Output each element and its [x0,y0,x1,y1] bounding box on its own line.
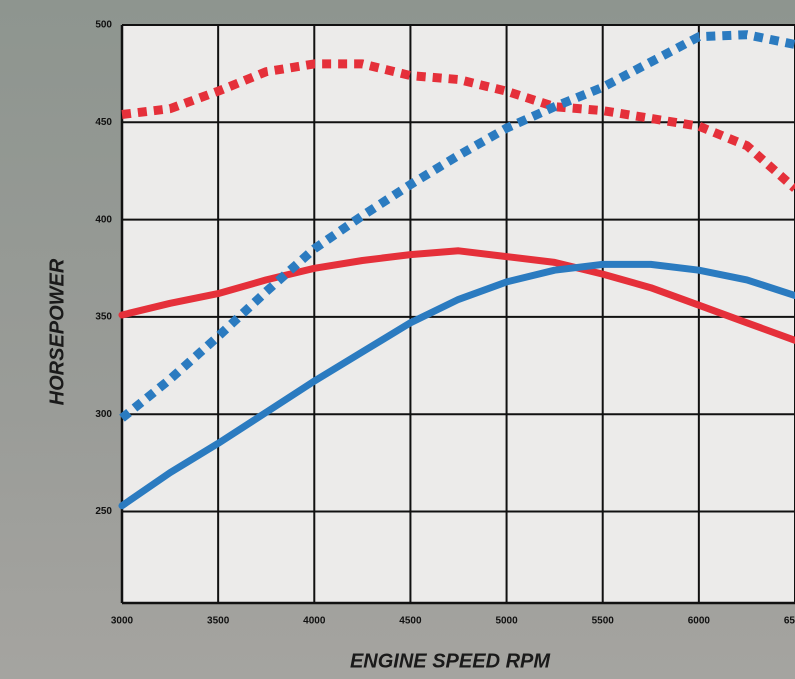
series-line [119,30,795,422]
y-tick-label: 300 [95,409,112,420]
y-tick-label: 500 [95,20,112,31]
x-tick-label: 5000 [495,616,518,627]
x-tick-label: 4000 [303,616,326,627]
plot-area [122,25,795,603]
series-line [121,59,795,192]
x-axis-title: ENGINE SPEED RPM [350,650,551,672]
x-tick-label: 4500 [399,616,422,627]
x-tick-label: 6000 [688,616,711,627]
y-tick-label: 450 [95,117,112,128]
x-tick-label: 6500 [784,616,795,627]
series-line [118,260,795,510]
y-tick-label: 400 [95,214,112,225]
x-tick-label: 3500 [207,616,230,627]
y-axis-title: HORSEPOWER [46,258,68,405]
x-tick-label: 5500 [592,616,615,627]
x-tick-label: 3000 [111,616,134,627]
series-line [118,247,795,344]
y-tick-label: 250 [95,506,112,517]
y-tick-label: 350 [95,312,112,323]
